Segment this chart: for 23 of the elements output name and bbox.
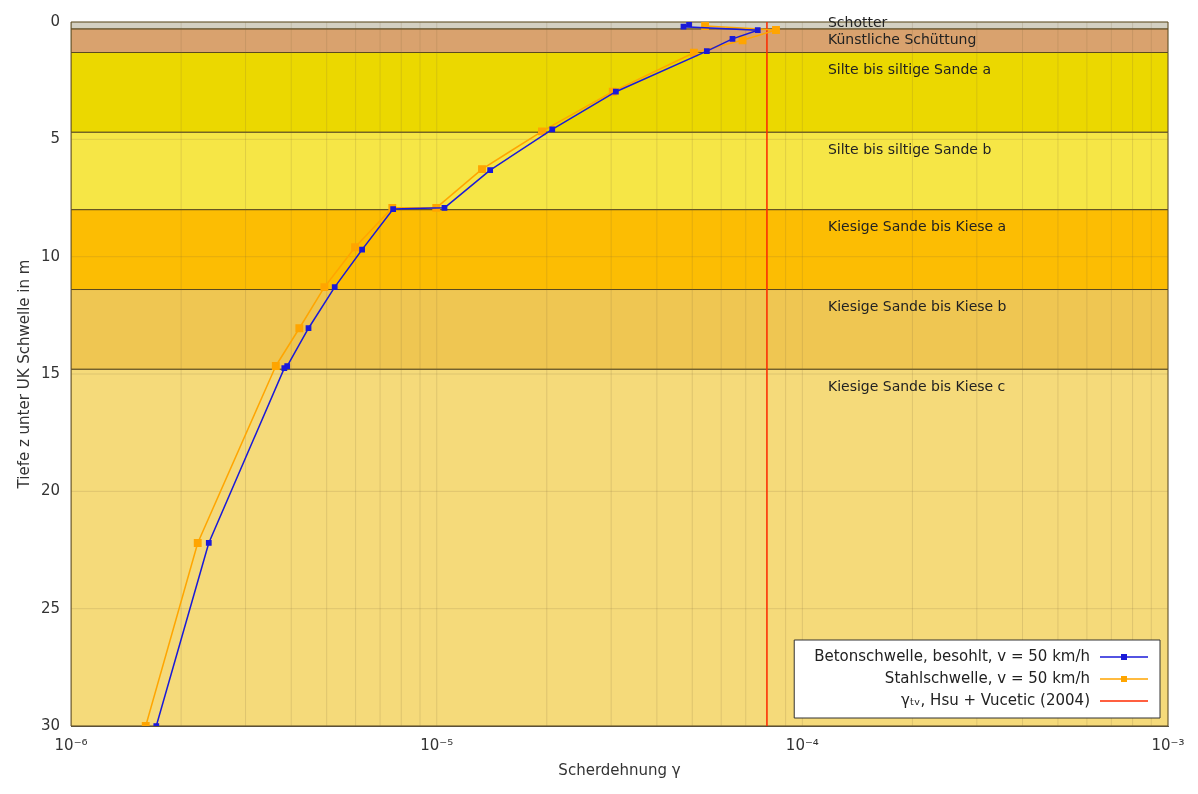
x-tick-label: 10⁻³ — [1151, 735, 1185, 754]
y-tick-label: 15 — [40, 363, 61, 382]
y-tick-label: 10 — [40, 246, 61, 265]
band-label: Kiesige Sande bis Kiese b — [827, 298, 1007, 315]
band-label: Silte bis siltige Sande a — [827, 61, 991, 78]
x-axis-title: Scherdehnung γ — [558, 760, 681, 779]
x-tick-label: 10⁻⁴ — [785, 735, 819, 754]
band-label: Kiesige Sande bis Kiese c — [827, 377, 1006, 394]
band-label: Schotter — [827, 13, 888, 30]
band-label: Silte bis siltige Sande b — [827, 140, 992, 157]
band-label: Künstliche Schüttung — [827, 31, 977, 48]
legend-label: Stahlschwelle, v = 50 km/h — [884, 668, 1090, 687]
y-axis-title: Tiefe z unter UK Schwelle in m — [14, 259, 33, 490]
band-label: Kiesige Sande bis Kiese a — [827, 218, 1007, 235]
y-tick-label: 0 — [50, 11, 61, 30]
legend-label: γₜᵥ, Hsu + Vucetic (2004) — [901, 690, 1090, 709]
legend-label: Betonschwelle, besohlt, v = 50 km/h — [814, 646, 1090, 665]
y-tick-label: 20 — [40, 481, 61, 500]
x-tick-label: 10⁻⁶ — [54, 735, 88, 754]
y-tick-label: 25 — [40, 598, 61, 617]
y-tick-label: 5 — [50, 129, 61, 148]
y-tick-label: 30 — [40, 715, 61, 734]
x-tick-label: 10⁻⁵ — [420, 735, 454, 754]
